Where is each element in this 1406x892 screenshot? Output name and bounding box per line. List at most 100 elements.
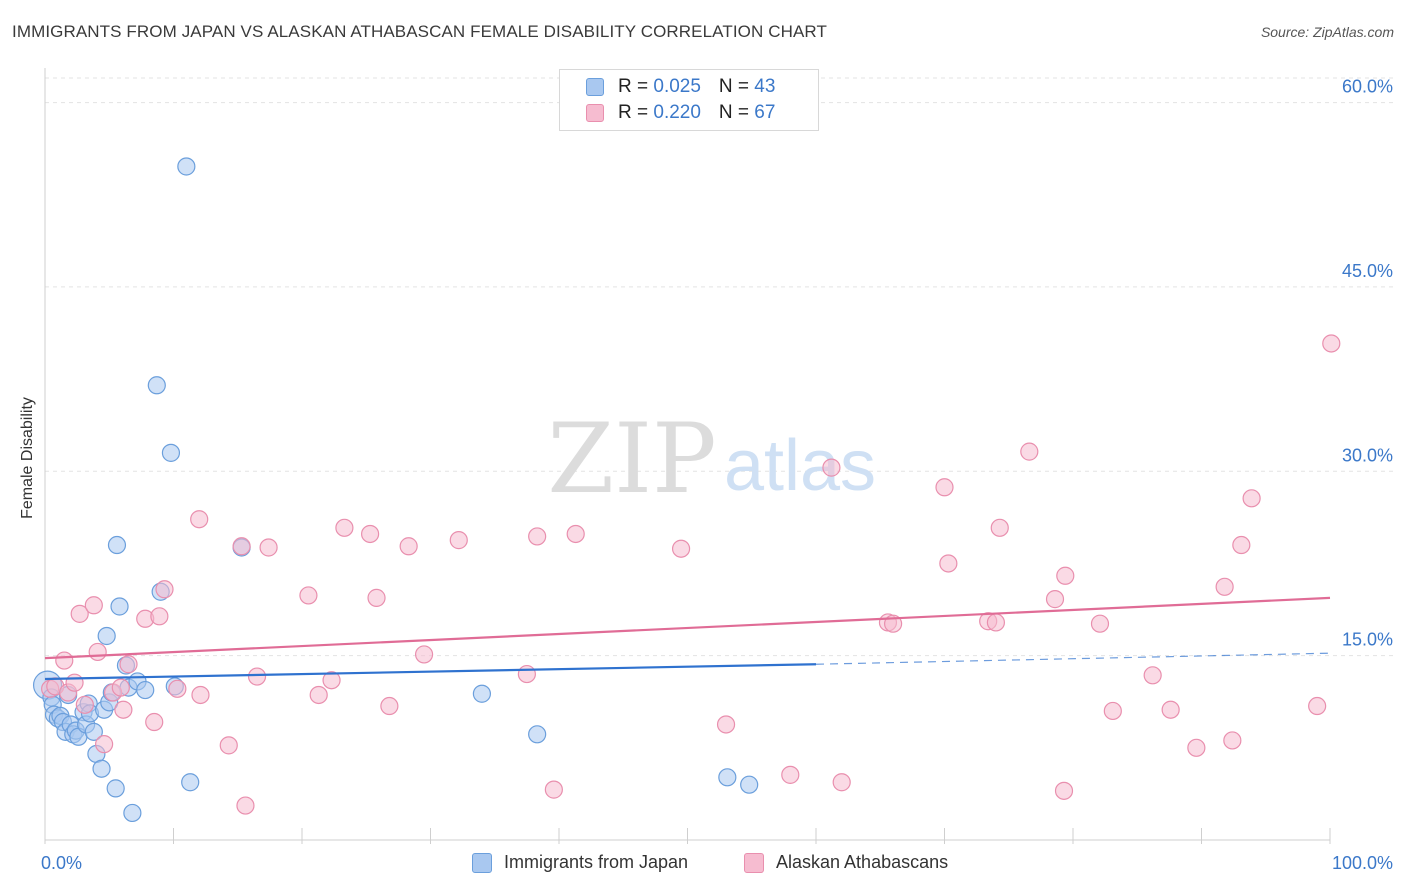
data-point-japan [97,626,116,646]
data-point-athabascan [1056,566,1075,585]
grid-lines [45,77,1393,657]
trend-lines [44,596,1331,681]
data-point-japan [528,725,547,744]
data-point-japan [181,773,200,792]
data-point-athabascan [528,527,547,546]
data-point-athabascan [84,596,103,615]
data-point-athabascan [1232,535,1251,555]
legend-swatch-athabascan [586,104,604,122]
y-tick-label: 60.0% [1342,77,1393,97]
data-point-athabascan [88,642,107,662]
legend-swatch-japan [586,78,604,96]
legend-n-value: 67 [754,102,776,123]
source-label: Source: ZipAtlas.com [1260,24,1394,40]
data-point-athabascan [716,715,736,734]
series-athabascan-points [41,334,1341,815]
x-tick-label: 100.0% [1332,853,1393,873]
data-point-athabascan [322,671,341,690]
y-tick-label: 30.0% [1342,445,1393,465]
legend-swatch-athabascan [744,852,764,873]
data-point-japan [136,680,155,700]
data-point-athabascan [1054,781,1074,800]
data-point-athabascan [70,604,89,623]
legend-n-label: N = [718,102,755,123]
data-point-athabascan [155,580,174,599]
data-point-japan [472,684,491,703]
data-point-athabascan [566,524,585,544]
legend-r-label: R = [618,76,654,97]
data-point-athabascan [259,538,278,557]
data-point-athabascan [114,700,133,719]
data-point-japan [110,597,129,616]
data-point-japan [740,775,759,794]
data-point-athabascan [1308,696,1327,716]
data-point-athabascan [1045,590,1065,609]
data-point-athabascan [119,655,138,674]
data-point-athabascan [168,679,187,698]
y-tick-label: 15.0% [1342,630,1393,650]
data-point-athabascan [309,685,328,705]
trend-line-japan [44,663,817,681]
data-point-athabascan [219,736,238,755]
legend-r-value: 0.025 [653,76,701,97]
legend-swatch-japan [472,852,492,873]
data-point-athabascan [1322,334,1341,353]
data-point-athabascan [939,554,958,573]
legend-item-japan[interactable]: Immigrants from Japan [472,852,688,873]
legend-item-athabascan[interactable]: Alaskan Athabascans [744,852,948,873]
data-point-athabascan [399,537,418,556]
x-tick-label: 0.0% [41,853,82,873]
data-point-athabascan [95,735,114,754]
data-point-athabascan [1143,666,1162,685]
data-point-athabascan [236,796,255,815]
data-point-athabascan [1187,738,1206,757]
legend-n-value: 43 [754,76,776,97]
data-point-athabascan [55,651,74,670]
data-point-japan [106,779,125,798]
data-point-athabascan [335,518,354,537]
legend-r-label: R = [618,102,654,123]
data-point-athabascan [190,510,209,529]
data-point-athabascan [111,678,130,697]
correlation-legend: R = 0.025 N = 43 R = 0.220 N = 67 [559,69,819,131]
data-point-athabascan [361,524,380,544]
data-point-athabascan [1161,700,1180,719]
data-point-athabascan [191,685,210,705]
legend-row-japan: R = 0.025 N = 43 [586,76,775,98]
data-point-athabascan [935,478,954,497]
data-point-athabascan [150,607,169,626]
data-point-athabascan [781,765,800,784]
data-point-japan [177,157,196,176]
data-point-athabascan [65,673,84,692]
data-point-japan [84,722,103,741]
data-point-japan [107,535,127,555]
legend-row-athabascan: R = 0.220 N = 67 [586,102,775,124]
data-point-athabascan [671,539,691,558]
watermark: ZIP atlas [547,403,876,515]
data-point-athabascan [299,586,318,605]
data-point-athabascan [1090,614,1110,633]
data-point-athabascan [414,645,434,664]
y-tick-labels: 15.0% 30.0% 45.0% 60.0% [1342,77,1393,650]
data-point-japan [123,803,142,823]
watermark-zip: ZIP [547,403,716,515]
legend-n-label: N = [718,76,755,97]
axes [44,68,1331,844]
data-point-athabascan [449,531,468,550]
data-point-athabascan [1020,442,1039,461]
data-point-athabascan [1103,701,1122,721]
data-point-athabascan [990,518,1009,537]
x-tick-labels: 0.0% 100.0% [41,853,1393,873]
data-point-athabascan [544,780,563,799]
chart-title: IMMIGRANTS FROM JAPAN VS ALASKAN ATHABAS… [12,22,827,41]
data-point-athabascan [1242,489,1261,508]
watermark-atlas: atlas [724,426,876,506]
data-point-athabascan [517,664,536,684]
legend-r-value: 0.220 [653,102,701,123]
legend-label-japan: Immigrants from Japan [504,852,689,872]
data-point-japan [92,759,111,778]
data-point-athabascan [75,695,94,714]
legend-label-athabascan: Alaskan Athabascans [776,852,949,872]
data-point-japan [147,376,166,395]
